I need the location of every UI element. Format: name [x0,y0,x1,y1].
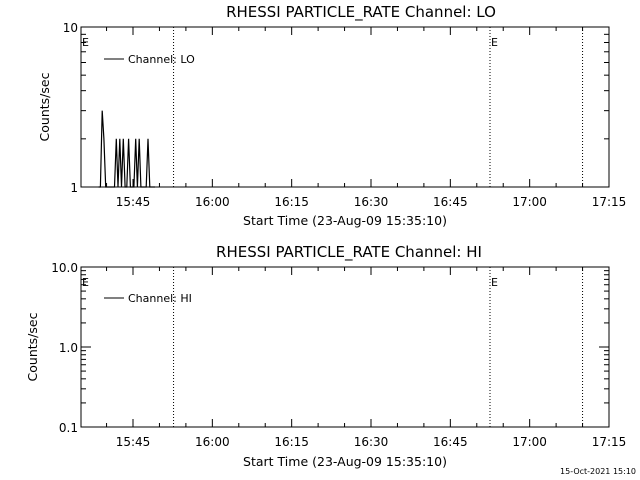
y-tick-label: 10.0 [51,261,78,275]
event-flag-label: E [491,36,498,49]
y-tick-label: 1 [70,181,78,195]
x-tick-label: 16:00 [195,195,230,209]
x-tick-label: 16:15 [274,195,309,209]
y-axis-label: Counts/sec [25,312,40,381]
y-tick-label: 1.0 [59,341,78,355]
x-tick-label: 16:30 [354,435,389,449]
x-tick-label: 17:15 [592,435,627,449]
legend-label: Channel: HI [128,292,192,305]
y-tick-label: 0.1 [59,421,78,435]
plot-frame [80,266,610,428]
event-flag-label: E [82,36,89,49]
x-tick-label: 16:30 [354,195,389,209]
series-line [98,110,155,188]
x-tick-label: 16:15 [274,435,309,449]
event-flag-label: E [82,276,89,289]
x-axis-label: Start Time (23-Aug-09 15:35:10) [243,213,447,228]
panel-hi: RHESSI PARTICLE_RATE Channel: HI Counts/… [25,243,626,469]
x-tick-label: 16:45 [433,435,468,449]
legend: Channel: HI [104,292,192,305]
y-axis-label: Counts/sec [37,72,52,141]
legend-label: Channel: LO [128,53,195,66]
legend: Channel: LO [104,53,195,66]
plot-frame [80,26,610,188]
x-tick-label: 17:15 [592,195,627,209]
footer-timestamp: 15-Oct-2021 15:10 [560,467,636,476]
x-tick-label: 16:00 [195,435,230,449]
chart-title: RHESSI PARTICLE_RATE Channel: LO [226,3,496,22]
x-tick-label: 15:45 [116,435,151,449]
x-axis-label: Start Time (23-Aug-09 15:35:10) [243,454,447,469]
chart-title: RHESSI PARTICLE_RATE Channel: HI [216,243,482,262]
x-tick-label: 17:00 [512,195,547,209]
x-tick-label: 15:45 [116,195,151,209]
x-tick-label: 17:00 [512,435,547,449]
y-tick-label: 10 [63,21,78,35]
x-tick-label: 16:45 [433,195,468,209]
panel-lo: RHESSI PARTICLE_RATE Channel: LO Counts/… [37,3,626,228]
event-flag-label: E [491,276,498,289]
